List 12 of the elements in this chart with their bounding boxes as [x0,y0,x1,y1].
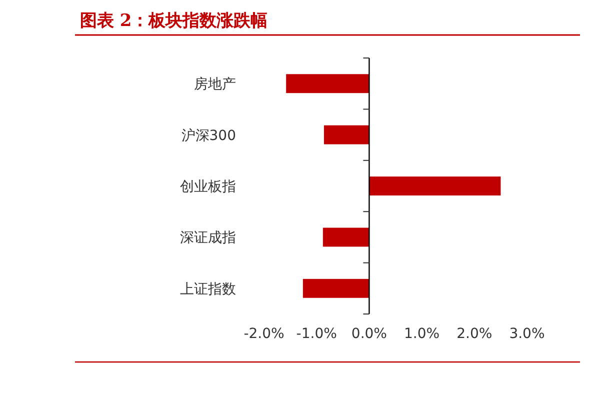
y-tick-label: 创业板指 [180,179,236,195]
y-tick-label: 深证成指 [180,230,236,246]
x-tick-label: 1.0% [404,326,440,342]
x-tick-label: 2.0% [456,326,492,342]
x-tick-label: 3.0% [509,326,545,342]
y-tick-label: 沪深300 [181,128,236,144]
y-tick-label: 上证指数 [180,281,236,298]
x-tick-label: -2.0% [244,326,284,342]
x-tick-label: 0.0% [351,326,387,342]
y-tick-label: 房地产 [194,76,236,93]
x-tick-label: -1.0% [296,326,337,342]
chart-title: 图表 2：板块指数涨跌幅 [80,11,268,31]
